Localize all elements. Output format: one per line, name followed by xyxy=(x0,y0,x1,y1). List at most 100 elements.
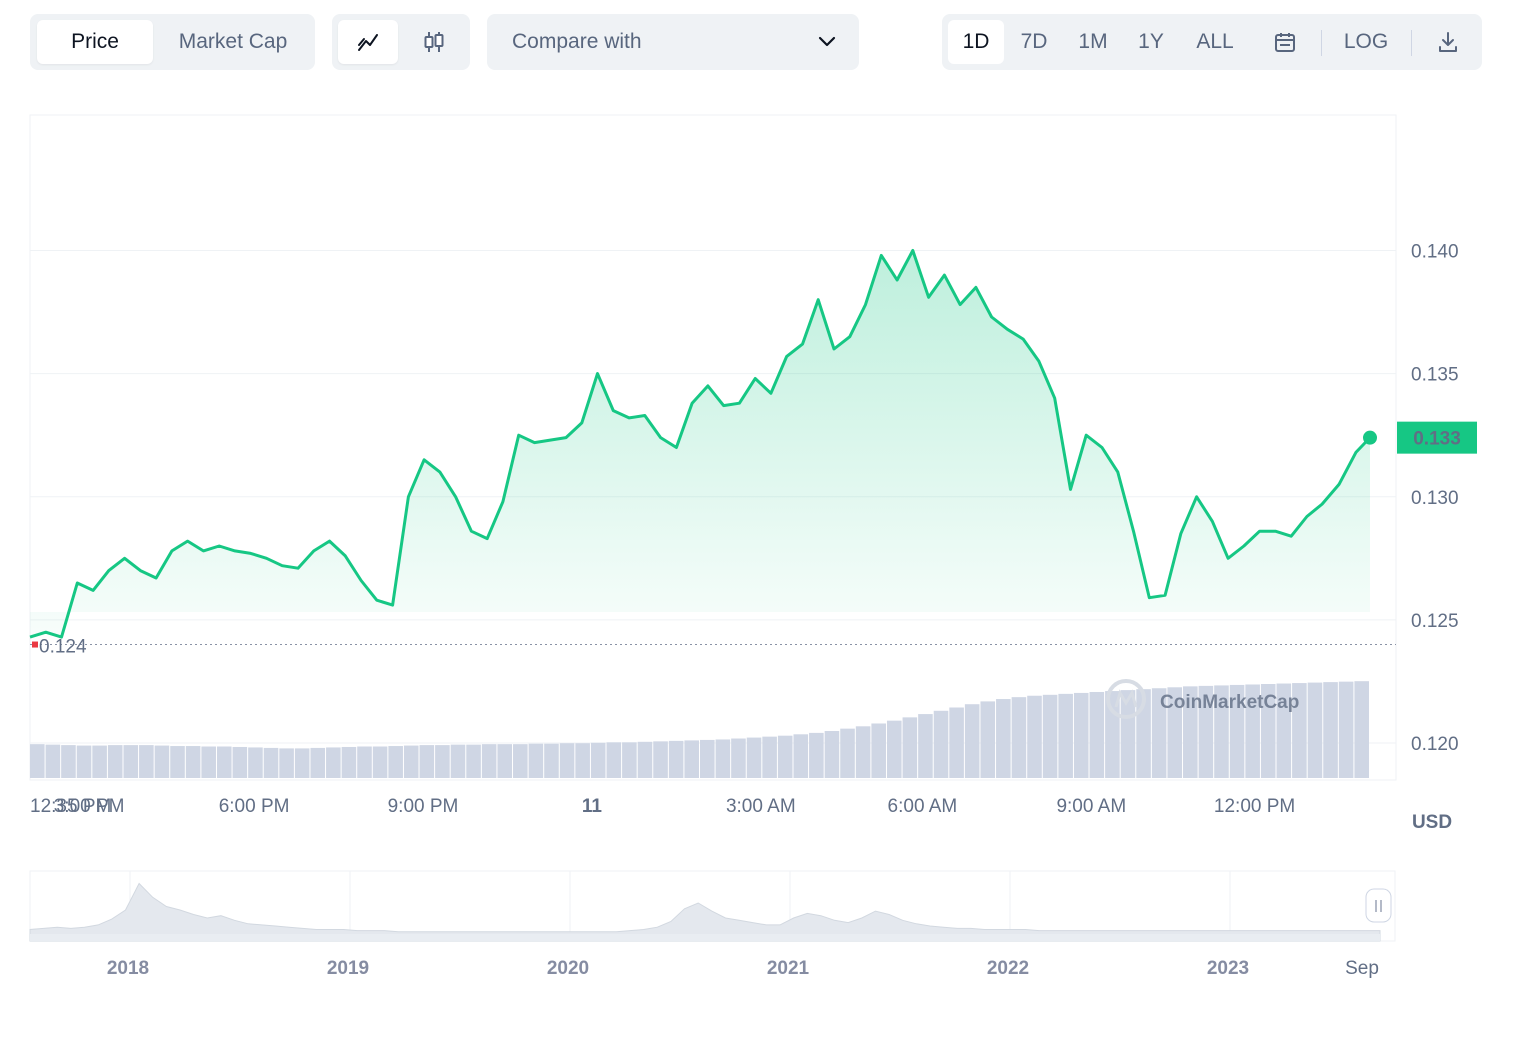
volume-bar xyxy=(1042,694,1058,778)
volume-bar xyxy=(1354,681,1369,778)
volume-bar xyxy=(139,745,154,778)
volume-bar xyxy=(216,746,232,778)
volume-bar xyxy=(326,747,341,778)
volume-bar xyxy=(793,734,809,778)
volume-bar xyxy=(1229,684,1245,778)
y-tick-label: 0.120 xyxy=(1411,734,1459,755)
line-chart-icon xyxy=(358,34,378,51)
volume-bar xyxy=(918,714,933,778)
navigator-label: 2021 xyxy=(767,958,810,979)
volume-bar xyxy=(622,742,637,778)
volume-bar xyxy=(528,743,544,778)
volume-bar xyxy=(606,742,622,778)
volume-bar xyxy=(731,738,746,778)
open-price-marker xyxy=(32,641,38,648)
volume-bar xyxy=(637,741,653,778)
compare-label: Compare with xyxy=(512,30,642,53)
time-range-toggle: 1D 7D 1M 1Y ALL LOG xyxy=(942,14,1482,70)
x-tick-label: 9:00 PM xyxy=(388,796,459,817)
volume-bar xyxy=(777,735,793,778)
chevron-down-icon xyxy=(818,36,836,47)
volume-bar xyxy=(1089,691,1105,778)
range-separator xyxy=(1321,30,1322,56)
volume-bar xyxy=(388,746,403,778)
volume-bar xyxy=(310,747,326,778)
volume-bar xyxy=(1011,697,1027,778)
range-1m[interactable]: 1M xyxy=(1078,30,1108,53)
calendar-button[interactable] xyxy=(1260,20,1310,64)
coinmarketcap-logo-icon xyxy=(1106,679,1146,719)
volume-bar xyxy=(855,726,871,778)
volume-bar xyxy=(544,743,559,778)
navigator-label: 2020 xyxy=(547,958,589,979)
calendar-icon xyxy=(1275,33,1295,52)
volume-bar xyxy=(466,744,481,778)
volume-bar xyxy=(1198,685,1214,778)
navigator-handle[interactable] xyxy=(1365,888,1392,923)
tab-price[interactable]: Price xyxy=(37,20,153,64)
volume-bar xyxy=(590,742,606,778)
volume-bar xyxy=(996,699,1011,778)
volume-bar xyxy=(1245,684,1260,778)
y-tick-label: 0.130 xyxy=(1411,488,1459,509)
volume-bar xyxy=(154,745,170,778)
price-area xyxy=(30,250,1370,638)
volume-bar xyxy=(715,739,731,778)
navigator-scroll-track xyxy=(30,934,1380,941)
last-price-dot xyxy=(1363,430,1377,445)
range-7d[interactable]: 7D xyxy=(1020,30,1048,53)
volume-bar xyxy=(1183,686,1198,778)
line-chart-button[interactable] xyxy=(338,20,398,64)
compare-dropdown[interactable]: Compare with xyxy=(487,14,859,70)
volume-bar xyxy=(840,728,855,778)
volume-bar xyxy=(1292,683,1307,778)
x-tick-label: 12:00 PM xyxy=(1214,796,1295,817)
volume-bar xyxy=(575,743,590,778)
x-tick-label: 12:35 PM xyxy=(30,796,111,817)
volume-bar xyxy=(248,747,263,778)
volume-bar xyxy=(1260,684,1276,778)
x-tick-label: 3:00 AM xyxy=(726,796,796,817)
log-separator xyxy=(1411,30,1412,56)
candlestick-chart-button[interactable] xyxy=(404,20,464,64)
volume-bar xyxy=(902,717,918,778)
volume-bar xyxy=(232,746,248,778)
volume-bar xyxy=(1338,681,1354,778)
tab-market-cap[interactable]: Market Cap xyxy=(178,30,288,53)
range-1y[interactable]: 1Y xyxy=(1138,30,1164,53)
volume-bar xyxy=(746,737,762,778)
volume-bar xyxy=(1167,687,1183,778)
volume-bar xyxy=(92,745,107,778)
navigator-label: 2019 xyxy=(327,958,369,979)
x-tick-label: 3:00 PM xyxy=(54,796,125,817)
download-button[interactable] xyxy=(1424,20,1472,64)
volume-bar xyxy=(980,701,996,778)
volume-bar xyxy=(45,744,61,778)
y-tick-label: 0.140 xyxy=(1411,241,1459,262)
volume-bar xyxy=(824,731,840,778)
volume-bar xyxy=(871,723,886,778)
volume-bar xyxy=(933,710,949,778)
y-tick-label: 0.125 xyxy=(1411,611,1459,632)
volume-bar xyxy=(1323,682,1338,778)
volume-bar xyxy=(1151,688,1167,778)
range-all[interactable]: ALL xyxy=(1196,30,1234,53)
volume-bar xyxy=(170,746,185,778)
volume-bar xyxy=(123,745,139,778)
volume-bar xyxy=(559,743,575,778)
volume-bar xyxy=(964,704,980,778)
volume-bar xyxy=(403,745,419,778)
download-icon xyxy=(1439,32,1457,52)
volume-bar xyxy=(481,744,497,778)
log-scale-button[interactable]: LOG xyxy=(1343,30,1389,53)
x-tick-label: 11 xyxy=(582,796,603,817)
range-1d[interactable]: 1D xyxy=(948,20,1004,64)
y-tick-label: 0.135 xyxy=(1411,365,1459,386)
price-line xyxy=(29,249,1372,639)
volume-bar xyxy=(263,747,279,778)
volume-bar xyxy=(1120,690,1136,778)
volume-bar xyxy=(357,746,372,778)
volume-bar xyxy=(497,744,513,778)
volume-bar xyxy=(513,744,528,778)
